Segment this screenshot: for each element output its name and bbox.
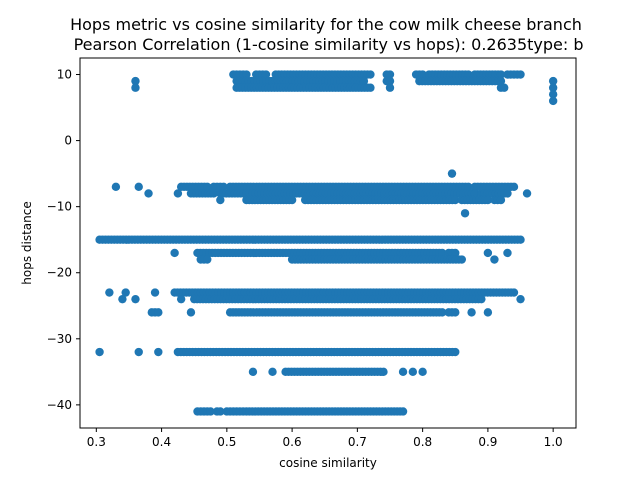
y-tick-label: −20 <box>47 266 72 280</box>
scatter-point <box>242 70 251 79</box>
scatter-points <box>95 70 558 416</box>
scatter-point <box>150 288 160 297</box>
scatter-point <box>464 182 473 192</box>
scatter-point <box>131 76 140 86</box>
y-axis-label: hops distance <box>20 201 34 284</box>
scatter-point <box>470 189 480 198</box>
scatter-point <box>548 76 558 86</box>
scatter-point <box>522 189 532 198</box>
scatter-point <box>509 288 519 297</box>
scatter-point <box>203 182 212 192</box>
x-tick-label: 0.9 <box>478 435 497 449</box>
scatter-point <box>496 195 506 205</box>
scatter-point <box>121 288 130 297</box>
x-tick-label: 0.7 <box>348 435 367 449</box>
scatter-point <box>203 255 212 264</box>
scatter-point <box>118 294 127 304</box>
scatter-point <box>460 209 470 218</box>
scatter-point <box>483 248 493 258</box>
scatter-point <box>548 90 558 99</box>
scatter-point <box>261 70 271 79</box>
scatter-point <box>477 294 486 304</box>
y-tick-label: 0 <box>64 134 72 148</box>
y-tick-label: 10 <box>57 68 72 82</box>
scatter-point <box>216 195 225 205</box>
x-tick-label: 1.0 <box>544 435 563 449</box>
y-tick-label: −10 <box>47 200 72 214</box>
scatter-point <box>379 367 388 377</box>
scatter-point <box>464 70 473 79</box>
scatter-point <box>451 347 460 357</box>
scatter-point <box>366 83 375 92</box>
chart-title: Hops metric vs cosine similarity for the… <box>70 15 582 34</box>
scatter-point <box>359 76 369 86</box>
scatter-point <box>134 182 143 192</box>
scatter-point <box>447 169 457 178</box>
y-tick-label: −40 <box>47 398 72 412</box>
scatter-point <box>457 255 466 264</box>
scatter-point <box>105 288 114 297</box>
scatter-point <box>467 308 476 317</box>
x-tick-label: 0.8 <box>413 435 432 449</box>
scatter-point <box>287 195 297 205</box>
plot-area-frame <box>79 57 577 429</box>
scatter-point <box>496 76 506 86</box>
scatter-point <box>451 308 460 317</box>
scatter-point <box>408 367 418 377</box>
scatter-point <box>451 248 460 258</box>
x-tick-label: 0.5 <box>217 435 236 449</box>
chart-subtitle: Pearson Correlation (1-cosine similarity… <box>69 35 584 54</box>
scatter-point <box>418 70 427 79</box>
scatter-point <box>516 235 525 244</box>
scatter-point <box>438 308 447 317</box>
scatter-point <box>154 347 163 357</box>
scatter-point <box>173 189 183 198</box>
scatter-point <box>418 367 427 377</box>
scatter-point <box>451 195 460 205</box>
scatter-point <box>385 76 395 86</box>
x-tick-label: 0.3 <box>87 435 106 449</box>
scatter-point <box>516 70 525 79</box>
y-axis-ticks: 10 0 −10 −20 −30 −40 <box>47 68 80 412</box>
scatter-point <box>216 407 225 416</box>
scatter-point <box>483 195 493 205</box>
scatter-point <box>219 182 228 192</box>
scatter-point <box>268 367 277 377</box>
scatter-point <box>398 407 408 416</box>
scatter-point <box>134 347 143 357</box>
scatter-point <box>209 189 218 198</box>
x-axis-label: cosine similarity <box>279 456 377 470</box>
scatter-point <box>438 248 447 258</box>
scatter-point <box>385 83 395 92</box>
scatter-point <box>95 347 104 357</box>
x-tick-label: 0.4 <box>152 435 171 449</box>
scatter-point <box>186 308 196 317</box>
scatter-point <box>500 83 509 92</box>
scatter-point <box>131 83 140 92</box>
scatter-point <box>248 367 258 377</box>
scatter-point <box>516 294 525 304</box>
scatter-point <box>170 248 179 258</box>
scatter-point <box>496 70 506 79</box>
scatter-point <box>154 308 163 317</box>
y-tick-label: −30 <box>47 332 72 346</box>
scatter-point <box>548 83 558 92</box>
x-axis-ticks: 0.3 0.4 0.5 0.6 0.7 0.8 0.9 1.0 <box>87 428 563 449</box>
scatter-point <box>385 70 395 79</box>
scatter-point <box>398 367 408 377</box>
scatter-point <box>176 294 186 304</box>
scatter-point <box>503 189 512 198</box>
scatter-point <box>503 248 512 258</box>
scatter-point <box>206 407 215 416</box>
scatter-point <box>490 255 499 264</box>
scatter-point <box>366 70 375 79</box>
scatter-point <box>144 189 153 198</box>
scatter-point <box>483 308 493 317</box>
x-tick-label: 0.6 <box>283 435 302 449</box>
scatter-point <box>111 182 121 192</box>
scatter-point <box>131 294 140 304</box>
scatter-point <box>548 96 558 106</box>
scatter-point <box>509 182 519 192</box>
